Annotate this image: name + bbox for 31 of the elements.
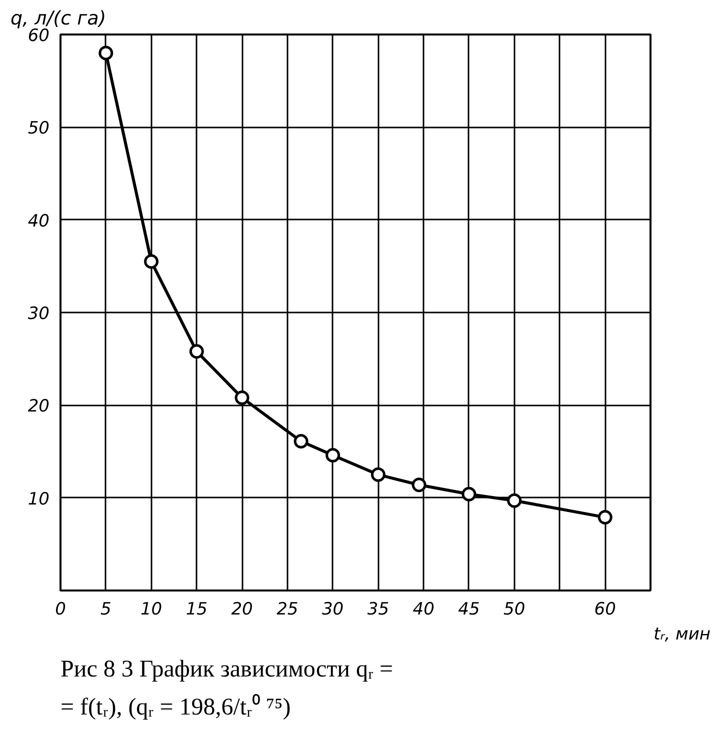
y-tick-label: 30 xyxy=(28,304,50,324)
point xyxy=(462,486,476,502)
x-tick-label: 40 xyxy=(412,600,434,620)
point xyxy=(144,254,159,269)
x-tick-label: 60 xyxy=(594,600,616,620)
x-tick-label: 20 xyxy=(231,600,253,620)
point xyxy=(598,510,612,525)
point xyxy=(412,478,426,492)
point xyxy=(98,46,114,60)
x-tick-label: 10 xyxy=(140,600,162,620)
x-tick-label: 25 xyxy=(276,600,298,620)
text: Рис 8 3 График зависимости qᵣ = xyxy=(60,656,394,682)
y-tick-label: 40 xyxy=(28,211,50,232)
x-axis-title: tᵣ, мин xyxy=(654,624,711,644)
x-tick-label: 30 xyxy=(322,600,344,620)
y-tick-label: 20 xyxy=(28,396,50,417)
point xyxy=(507,493,522,508)
point xyxy=(294,434,308,449)
point xyxy=(234,390,250,405)
x-tick-label: 45 xyxy=(458,600,480,620)
x-tick-label: 5 xyxy=(100,600,112,620)
x-tick-label: 15 xyxy=(186,600,208,620)
x-tick-label: 35 xyxy=(367,600,390,620)
x-tick-label: 50 xyxy=(504,600,526,620)
point xyxy=(326,448,340,462)
point xyxy=(189,344,204,359)
x-tick-label: 0 xyxy=(55,600,66,620)
point xyxy=(370,467,386,482)
y-tick-label: 10 xyxy=(28,489,50,510)
y-tick-label: 50 xyxy=(28,118,50,139)
text: = f(tᵣ), (qᵣ = 198,6/tᵣ⁰ ⁷⁵) xyxy=(60,694,291,720)
